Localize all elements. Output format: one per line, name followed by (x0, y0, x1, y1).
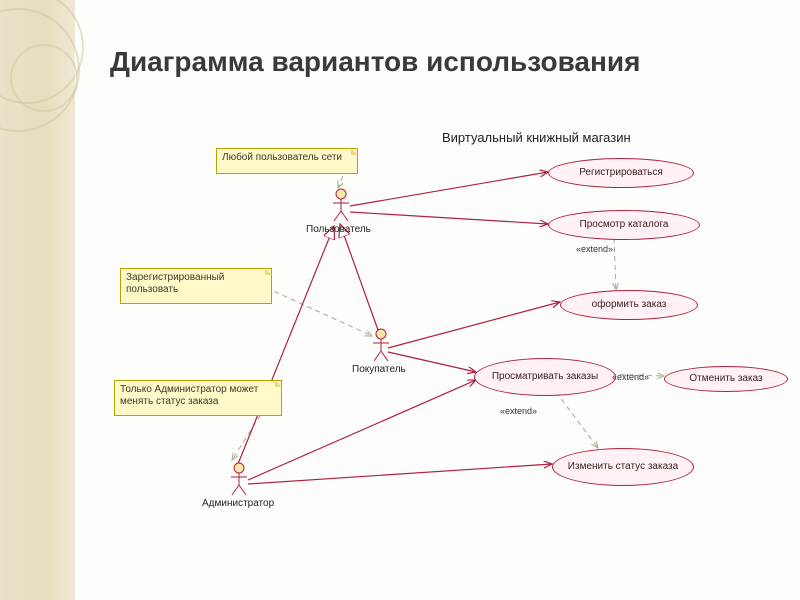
usecase-cancel-order: Отменить заказ (664, 366, 788, 392)
usecase-label: Изменить статус заказа (568, 461, 678, 473)
system-boundary-label: Виртуальный книжный магазин (442, 130, 631, 145)
extend-label: «extend» (612, 372, 649, 382)
actor-icon (228, 462, 250, 496)
usecase-change-status: Изменить статус заказа (552, 448, 694, 486)
actor-icon (330, 188, 352, 222)
actor-icon (370, 328, 392, 362)
extend-label: «extend» (500, 406, 537, 416)
usecase-label: Просмотр каталога (580, 219, 669, 231)
actor-label: Администратор (202, 498, 274, 509)
actor-admin: Администратор (228, 462, 250, 496)
usecase-label: Регистрироваться (579, 167, 663, 179)
usecase-view-catalog: Просмотр каталога (548, 210, 700, 240)
note-registered-user: Зарегистрированный пользовать (120, 268, 272, 304)
usecase-label: оформить заказ (592, 299, 667, 311)
actor-buyer: Покупатель (370, 328, 392, 362)
actor-label: Покупатель (352, 364, 406, 375)
extend-label: «extend» (576, 244, 613, 254)
usecase-register: Регистрироваться (548, 158, 694, 188)
usecase-label: Отменить заказ (689, 373, 762, 385)
note-text: Только Администратор может менять статус… (120, 384, 258, 407)
actor-label: Пользователь (306, 224, 371, 235)
actor-user: Пользователь (330, 188, 352, 222)
usecase-place-order: оформить заказ (560, 290, 698, 320)
usecase-label: Просматривать заказы (492, 371, 598, 383)
usecase-view-orders: Просматривать заказы (474, 358, 616, 396)
note-any-user: Любой пользователь сети (216, 148, 358, 174)
sidebar-decoration (0, 0, 75, 600)
note-admin-only: Только Администратор может менять статус… (114, 380, 282, 416)
note-text: Любой пользователь сети (222, 152, 342, 163)
slide-title: Диаграмма вариантов использования (110, 46, 640, 78)
note-text: Зарегистрированный пользовать (126, 272, 224, 295)
